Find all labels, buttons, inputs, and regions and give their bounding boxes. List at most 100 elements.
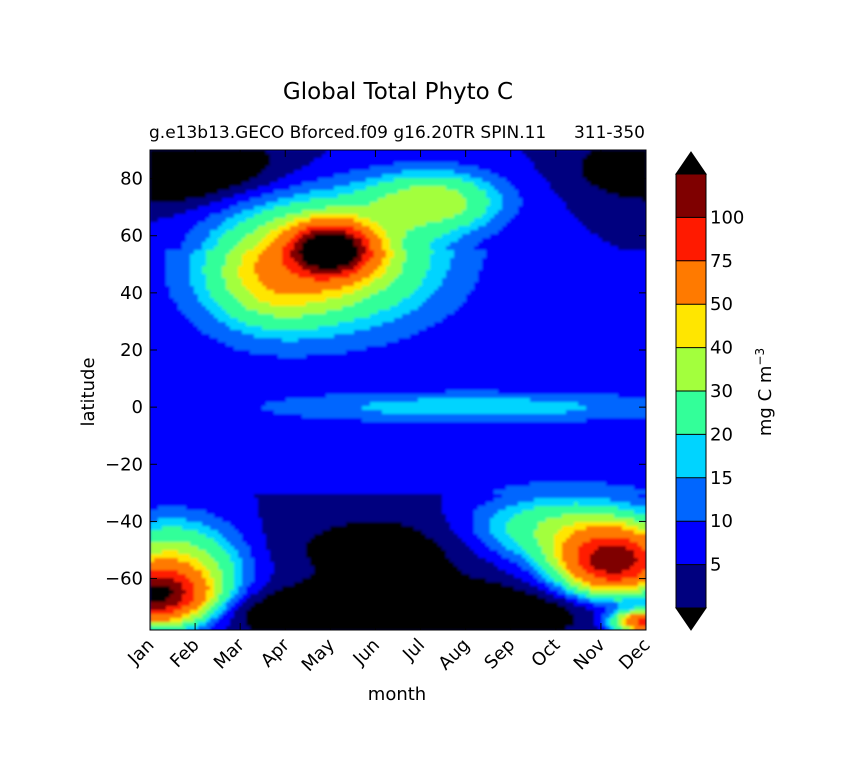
contour-cell: [422, 198, 427, 203]
contour-cell: [558, 274, 563, 279]
contour-cell: [522, 166, 527, 171]
contour-cell: [522, 242, 527, 247]
contour-cell: [426, 182, 431, 187]
contour-cell: [150, 302, 155, 307]
contour-cell: [386, 258, 391, 263]
contour-cell: [294, 202, 299, 207]
contour-cell: [386, 306, 391, 311]
contour-cell: [154, 218, 159, 223]
contour-cell: [226, 170, 231, 175]
contour-cell: [558, 242, 563, 247]
contour-cell: [250, 302, 255, 307]
contour-cell: [490, 250, 495, 255]
contour-cell: [422, 298, 427, 303]
contour-cell: [466, 210, 471, 215]
contour-cell: [198, 278, 203, 283]
contour-cell: [386, 294, 391, 299]
contour-cell: [310, 150, 315, 155]
contour-cell: [326, 250, 331, 255]
contour-cell: [498, 250, 503, 255]
contour-cell: [586, 250, 591, 255]
contour-cell: [406, 286, 411, 291]
contour-cell: [622, 206, 627, 211]
contour-cell: [234, 238, 239, 243]
contour-cell: [246, 246, 251, 251]
contour-cell: [298, 210, 303, 215]
contour-cell: [482, 230, 487, 235]
contour-cell: [562, 278, 567, 283]
contour-cell: [346, 294, 351, 299]
contour-cell: [334, 234, 339, 239]
contour-cell: [354, 226, 359, 231]
contour-cell: [346, 274, 351, 279]
contour-cell: [422, 158, 427, 163]
contour-cell: [614, 190, 619, 195]
contour-cell: [342, 298, 347, 303]
contour-cell: [234, 178, 239, 183]
contour-cell: [630, 278, 635, 283]
contour-cell: [390, 254, 395, 259]
contour-cell: [250, 162, 255, 167]
contour-cell: [190, 198, 195, 203]
contour-cell: [274, 282, 279, 287]
contour-cell: [154, 230, 159, 235]
contour-cell: [630, 302, 635, 307]
contour-cell: [222, 274, 227, 279]
contour-cell: [542, 206, 547, 211]
contour-cell: [530, 182, 535, 187]
contour-cell: [166, 174, 171, 179]
contour-cell: [394, 266, 399, 271]
contour-cell: [322, 162, 327, 167]
contour-cell: [610, 214, 615, 219]
contour-cell: [602, 154, 607, 159]
contour-cell: [426, 302, 431, 307]
contour-cell: [478, 234, 483, 239]
contour-cell: [490, 290, 495, 295]
contour-cell: [606, 194, 611, 199]
contour-cell: [558, 282, 563, 287]
contour-cell: [490, 226, 495, 231]
contour-cell: [510, 290, 515, 295]
contour-cell: [378, 182, 383, 187]
contour-cell: [166, 218, 171, 223]
contour-cell: [302, 226, 307, 231]
contour-cell: [186, 198, 191, 203]
contour-cell: [342, 294, 347, 299]
contour-cell: [402, 226, 407, 231]
contour-cell: [446, 242, 451, 247]
contour-cell: [578, 170, 583, 175]
contour-cell: [534, 246, 539, 251]
contour-cell: [442, 162, 447, 167]
contour-cell: [586, 242, 591, 247]
contour-cell: [502, 162, 507, 167]
contour-cell: [406, 238, 411, 243]
contour-cell: [354, 230, 359, 235]
contour-cell: [458, 274, 463, 279]
contour-cell: [570, 282, 575, 287]
contour-cell: [494, 254, 499, 259]
contour-cell: [438, 262, 443, 267]
contour-cell: [302, 166, 307, 171]
contour-cell: [558, 234, 563, 239]
contour-cell: [310, 222, 315, 227]
contour-cell: [602, 250, 607, 255]
contour-cell: [310, 302, 315, 307]
contour-cell: [222, 194, 227, 199]
contour-cell: [498, 170, 503, 175]
contour-cell: [206, 242, 211, 247]
contour-cell: [482, 246, 487, 251]
contour-cell: [510, 162, 515, 167]
contour-cell: [254, 182, 259, 187]
contour-cell: [326, 186, 331, 191]
contour-cell: [326, 198, 331, 203]
contour-cell: [458, 250, 463, 255]
contour-cell: [542, 186, 547, 191]
contour-cell: [446, 166, 451, 171]
contour-cell: [306, 202, 311, 207]
contour-cell: [510, 202, 515, 207]
contour-cell: [402, 198, 407, 203]
contour-cell: [554, 294, 559, 299]
contour-cell: [374, 258, 379, 263]
contour-cell: [302, 206, 307, 211]
contour-cell: [226, 282, 231, 287]
